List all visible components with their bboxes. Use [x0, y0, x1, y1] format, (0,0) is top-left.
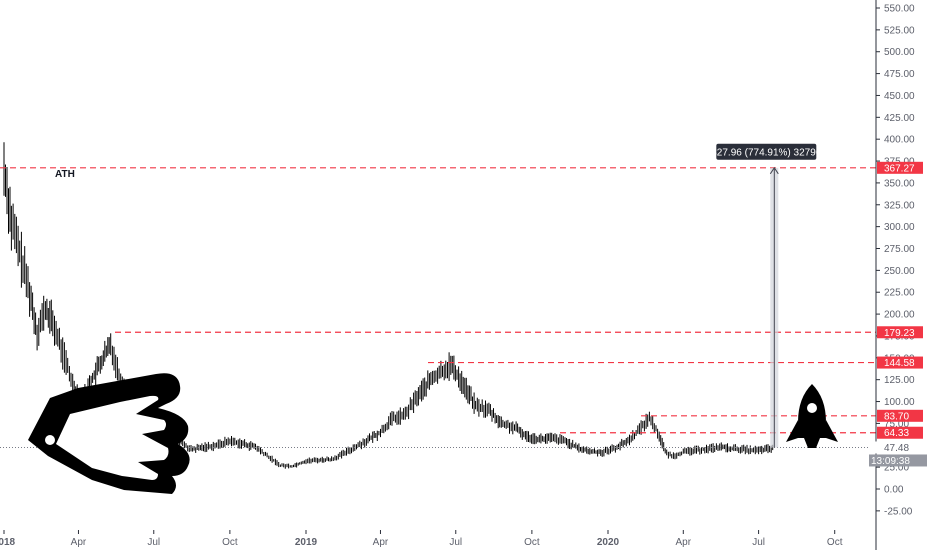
x-tick-label: Oct	[222, 537, 238, 548]
y-tick-label: 500.00	[884, 47, 915, 58]
current-price-tag-label: 47.48	[884, 443, 909, 454]
y-tick-label: 325.00	[884, 200, 915, 211]
x-tick-label: Jul	[147, 537, 160, 548]
x-tick-label: Oct	[827, 537, 843, 548]
x-tick-label: 2019	[295, 537, 318, 548]
x-tick-label: Apr	[373, 537, 389, 548]
x-tick-label: Jul	[752, 537, 765, 548]
y-tick-label: 350.00	[884, 178, 915, 189]
measure-label-box	[716, 143, 817, 160]
level-price-tag	[877, 409, 923, 422]
price-axis-tags: 367.27 179.23 144.58 83.70 64.33 47.48 13:09:3…	[869, 161, 927, 467]
y-tick-label: 300.00	[884, 222, 915, 233]
y-tick-label: -25.00	[884, 506, 913, 517]
x-tick-label: 2018	[0, 537, 16, 548]
y-tick-label: 225.00	[884, 288, 915, 299]
candles-layer	[3, 142, 774, 469]
level-price-tag-label: 179.23	[884, 328, 915, 339]
x-tick-label: 2020	[597, 537, 620, 548]
time-axis[interactable]: 2018 Apr Jul Oct 2019 Apr Jul Oct 2020 Apr Jul Oct	[0, 530, 843, 548]
countdown-tag	[869, 454, 927, 467]
level-price-tag	[877, 326, 923, 339]
level-price-tag-label: 64.33	[884, 428, 909, 439]
y-tick-label: 75.00	[884, 419, 909, 430]
y-tick-label: 475.00	[884, 69, 915, 80]
current-price-tag	[869, 441, 923, 454]
measure-layer: 327.96 (774.91%) 32796	[711, 143, 822, 448]
y-tick-label: 100.00	[884, 397, 915, 408]
level-price-tag	[877, 356, 923, 369]
y-tick-label: 450.00	[884, 91, 915, 102]
x-tick-label: Jul	[449, 537, 462, 548]
y-tick-label: 125.00	[884, 375, 915, 386]
level-price-tag-label: 144.58	[884, 358, 915, 369]
y-tick-label: 400.00	[884, 135, 915, 146]
level-price-tag-label: 367.27	[884, 163, 915, 174]
x-tick-label: Apr	[676, 537, 692, 548]
y-tick-label: 25.00	[884, 463, 909, 474]
measure-arrowhead	[769, 166, 779, 175]
y-tick-label: 550.00	[884, 4, 915, 15]
level-price-tag	[877, 161, 923, 174]
y-tick-label: 525.00	[884, 25, 915, 36]
x-tick-label: Oct	[524, 537, 540, 548]
countdown-tag-label: 13:09:38	[871, 456, 910, 467]
rocket-icon	[786, 384, 838, 448]
measure-label: 327.96 (774.91%) 32796	[711, 147, 822, 158]
y-tick-label: 425.00	[884, 113, 915, 124]
y-tick-label: 275.00	[884, 244, 915, 255]
level-price-tag-label: 83.70	[884, 411, 909, 422]
ath-annotation: ATH	[55, 169, 75, 180]
x-tick-label: Apr	[71, 537, 87, 548]
y-tick-label: 250.00	[884, 266, 915, 277]
level-price-tag	[877, 426, 923, 439]
y-tick-label: 200.00	[884, 310, 915, 321]
y-tick-label: 0.00	[884, 485, 904, 496]
thumbs-down-icon	[28, 373, 190, 494]
